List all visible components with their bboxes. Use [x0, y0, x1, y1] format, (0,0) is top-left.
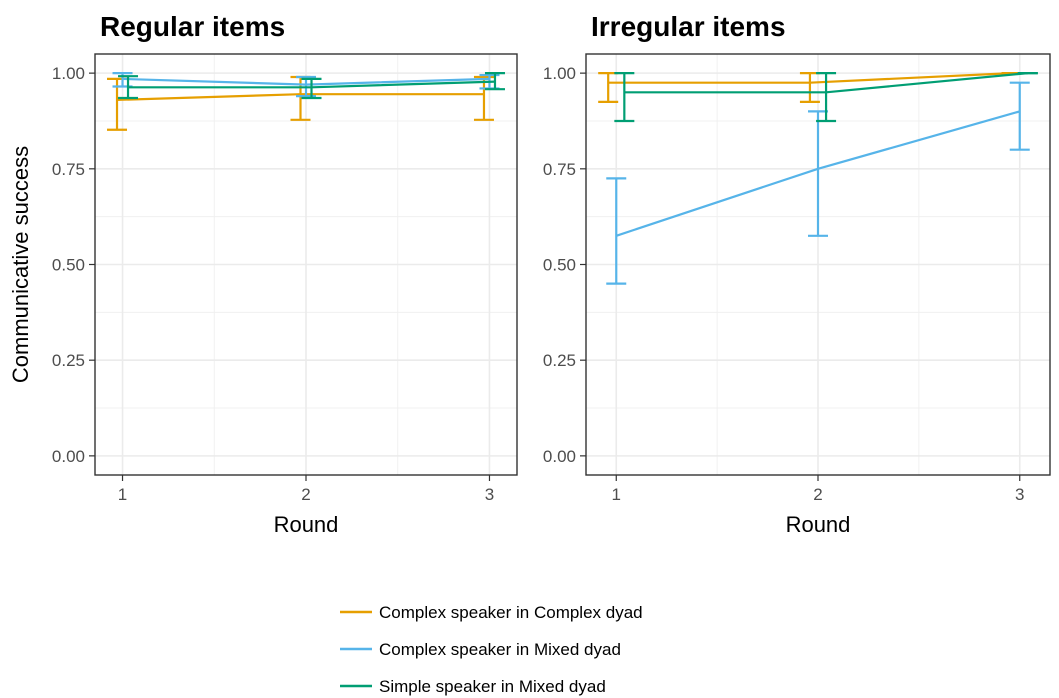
x-tick-label: 2: [301, 485, 310, 504]
error-bar-simple-speaker-in-mixed-dyad-round-2: [816, 72, 837, 123]
error-bar-complex-speaker-in-mixed-dyad-round-2: [808, 110, 828, 237]
y-tick-label: 0.50: [52, 256, 85, 275]
error-bar-simple-speaker-in-mixed-dyad-round-1: [118, 75, 139, 100]
x-tick-label: 2: [813, 485, 822, 504]
x-tick-label: 3: [1015, 485, 1024, 504]
legend: Complex speaker in Complex dyad Complex s…: [340, 603, 643, 696]
panel-regular-items: Regular items 0.00 0.25 0.50 0.75 1.00 1 2 3 Roun…: [8, 11, 518, 537]
legend-item-complex-speaker-in-mixed-dyad: Complex speaker in Mixed dyad: [340, 640, 621, 659]
error-bar-simple-speaker-in-mixed-dyad-round-3: [484, 72, 505, 91]
legend-item-simple-speaker-in-mixed-dyad: Simple speaker in Mixed dyad: [340, 677, 606, 696]
panel-title: Irregular items: [591, 11, 786, 42]
y-tick-label: 1.00: [52, 64, 85, 83]
legend-label: Complex speaker in Complex dyad: [379, 603, 643, 622]
y-tick-label: 0.00: [543, 447, 576, 466]
x-tick-label: 1: [118, 485, 127, 504]
y-tick-label: 1.00: [543, 64, 576, 83]
panel-irregular-items: Irregular items 0.00 0.25 0.50 0.75 1.00 1 2 3 Ro…: [543, 11, 1051, 537]
y-tick-label: 0.00: [52, 447, 85, 466]
y-tick-label: 0.25: [543, 351, 576, 370]
error-bar-simple-speaker-in-mixed-dyad-round-1: [614, 72, 635, 123]
legend-label: Complex speaker in Mixed dyad: [379, 640, 621, 659]
x-tick-label: 3: [485, 485, 494, 504]
panel-title: Regular items: [100, 11, 285, 42]
error-bar-complex-speaker-in-complex-dyad-round-2: [799, 72, 820, 103]
y-axis-title: Communicative success: [8, 146, 33, 383]
error-bar-simple-speaker-in-mixed-dyad-round-2: [301, 77, 322, 100]
error-bar-complex-speaker-in-complex-dyad-round-3: [473, 75, 494, 121]
error-bar-complex-speaker-in-complex-dyad-round-1: [598, 72, 619, 103]
error-bar-complex-speaker-in-mixed-dyad-round-1: [606, 177, 627, 285]
x-axis-title: Round: [274, 512, 339, 537]
error-bar-complex-speaker-in-mixed-dyad-round-3: [1009, 81, 1030, 151]
legend-label: Simple speaker in Mixed dyad: [379, 677, 606, 696]
y-tick-label: 0.75: [52, 160, 85, 179]
legend-item-complex-speaker-in-complex-dyad: Complex speaker in Complex dyad: [340, 603, 643, 622]
x-tick-label: 1: [612, 485, 621, 504]
y-tick-label: 0.25: [52, 351, 85, 370]
y-tick-label: 0.50: [543, 256, 576, 275]
x-axis-title: Round: [786, 512, 851, 537]
y-tick-label: 0.75: [543, 160, 576, 179]
